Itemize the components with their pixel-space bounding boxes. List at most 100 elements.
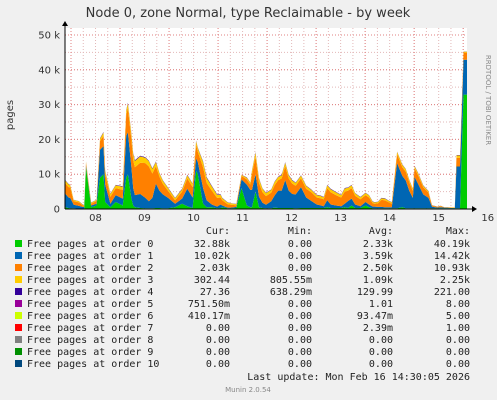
y-tick-label: 30 k [38, 100, 60, 111]
legend-max-value: 0.00 [446, 347, 470, 358]
stacked-areas [65, 51, 467, 209]
legend-min-value: 0.00 [288, 311, 312, 322]
axes [62, 21, 477, 212]
y-axis-label: pages [5, 100, 16, 130]
series-area [65, 59, 467, 209]
legend-avg-value: 129.99 [357, 287, 393, 298]
x-tick-label: 13 [334, 213, 347, 224]
series-area [65, 52, 467, 208]
tick-labels: 0 10 k 20 k 30 k 40 k 50 k 08 09 10 11 12 13 14 15 16 [38, 30, 494, 224]
legend-max-value: 8.00 [446, 299, 470, 310]
x-tick-label: 11 [236, 213, 249, 224]
legend-series-name: Free pages at order 5 [27, 299, 153, 310]
legend-min-value: 0.00 [288, 251, 312, 262]
x-tick-label: 12 [285, 213, 298, 224]
legend-avg-value: 93.47m [357, 311, 393, 322]
legend-avg-value: 0.00 [369, 347, 393, 358]
legend-series-name: Free pages at order 3 [27, 275, 153, 286]
column-header-cur: Cur: [206, 226, 230, 237]
legend-min-value: 0.00 [288, 323, 312, 334]
legend-cur-value: 32.88k [194, 239, 230, 250]
legend-swatch [15, 348, 22, 355]
rrdtool-credit: RRDTOOL / TOBI OETIKER [484, 55, 492, 145]
legend-max-value: 10.93k [434, 263, 470, 274]
legend-cur-value: 0.00 [206, 323, 230, 334]
legend-series-name: Free pages at order 4 [27, 287, 153, 298]
legend-max-value: 0.00 [446, 359, 470, 370]
legend-cur-value: 751.50m [188, 299, 230, 310]
legend-max-value: 2.25k [440, 275, 470, 286]
legend-max-value: 1.00 [446, 323, 470, 334]
legend-min-value: 0.00 [288, 347, 312, 358]
legend-swatch [15, 240, 22, 247]
legend-avg-value: 0.00 [369, 335, 393, 346]
legend-swatch [15, 312, 22, 319]
last-update: Last update: Mon Feb 16 14:30:05 2026 [247, 372, 470, 383]
chart-title: Node 0, zone Normal, type Reclaimable - … [86, 6, 411, 21]
legend-swatch [15, 324, 22, 331]
legend-avg-value: 2.33k [363, 239, 393, 250]
legend-series-name: Free pages at order 2 [27, 263, 153, 274]
legend-avg-value: 2.39m [363, 323, 393, 334]
x-tick-label: 14 [383, 213, 396, 224]
legend-max-value: 5.00 [446, 311, 470, 322]
column-header-max: Max: [446, 226, 470, 237]
legend-max-value: 14.42k [434, 251, 470, 262]
legend-swatch [15, 276, 22, 283]
legend-swatch [15, 264, 22, 271]
munin-version: Munin 2.0.54 [225, 386, 271, 394]
y-axis-arrow [62, 21, 68, 26]
x-tick-label: 09 [138, 213, 151, 224]
x-axis-arrow [472, 206, 477, 212]
legend-swatch [15, 288, 22, 295]
x-tick-label: 08 [89, 213, 102, 224]
x-tick-label: 15 [432, 213, 445, 224]
column-header-avg: Avg: [369, 226, 393, 237]
legend-series-name: Free pages at order 6 [27, 311, 153, 322]
y-tick-label: 50 k [38, 30, 60, 41]
y-tick-label: 0 [54, 205, 60, 216]
legend-series-name: Free pages at order 8 [27, 335, 153, 346]
legend: Cur: Min: Avg: Max: Free pages at order … [15, 226, 470, 370]
legend-min-value: 0.00 [288, 263, 312, 274]
x-tick-label: 16 [481, 213, 494, 224]
y-tick-label: 10 k [38, 170, 60, 181]
y-tick-label: 20 k [38, 135, 60, 146]
legend-avg-value: 0.00 [369, 359, 393, 370]
legend-min-value: 0.00 [288, 239, 312, 250]
column-header-min: Min: [288, 226, 312, 237]
legend-cur-value: 302.44 [194, 275, 230, 286]
legend-swatch [15, 336, 22, 343]
legend-max-value: 0.00 [446, 335, 470, 346]
legend-series-name: Free pages at order 0 [27, 239, 153, 250]
legend-swatch [15, 252, 22, 259]
legend-cur-value: 10.02k [194, 251, 230, 262]
legend-avg-value: 1.01 [369, 299, 393, 310]
y-tick-label: 40 k [38, 65, 60, 76]
legend-series-name: Free pages at order 10 [27, 359, 159, 370]
legend-min-value: 638.29m [270, 287, 312, 298]
legend-avg-value: 2.50k [363, 263, 393, 274]
legend-series-name: Free pages at order 9 [27, 347, 153, 358]
legend-min-value: 0.00 [288, 335, 312, 346]
legend-cur-value: 2.03k [200, 263, 230, 274]
legend-cur-value: 410.17m [188, 311, 230, 322]
legend-avg-value: 1.09k [363, 275, 393, 286]
legend-max-value: 40.19k [434, 239, 470, 250]
legend-max-value: 221.00 [434, 287, 470, 298]
legend-series-name: Free pages at order 7 [27, 323, 153, 334]
legend-swatch [15, 300, 22, 307]
legend-swatch [15, 360, 22, 367]
legend-min-value: 0.00 [288, 299, 312, 310]
legend-cur-value: 0.00 [206, 347, 230, 358]
x-tick-label: 10 [187, 213, 200, 224]
legend-min-value: 805.55m [270, 275, 312, 286]
legend-min-value: 0.00 [288, 359, 312, 370]
legend-series-name: Free pages at order 1 [27, 251, 153, 262]
legend-cur-value: 0.00 [206, 335, 230, 346]
legend-avg-value: 3.59k [363, 251, 393, 262]
legend-cur-value: 0.00 [206, 359, 230, 370]
legend-cur-value: 27.36 [200, 287, 230, 298]
